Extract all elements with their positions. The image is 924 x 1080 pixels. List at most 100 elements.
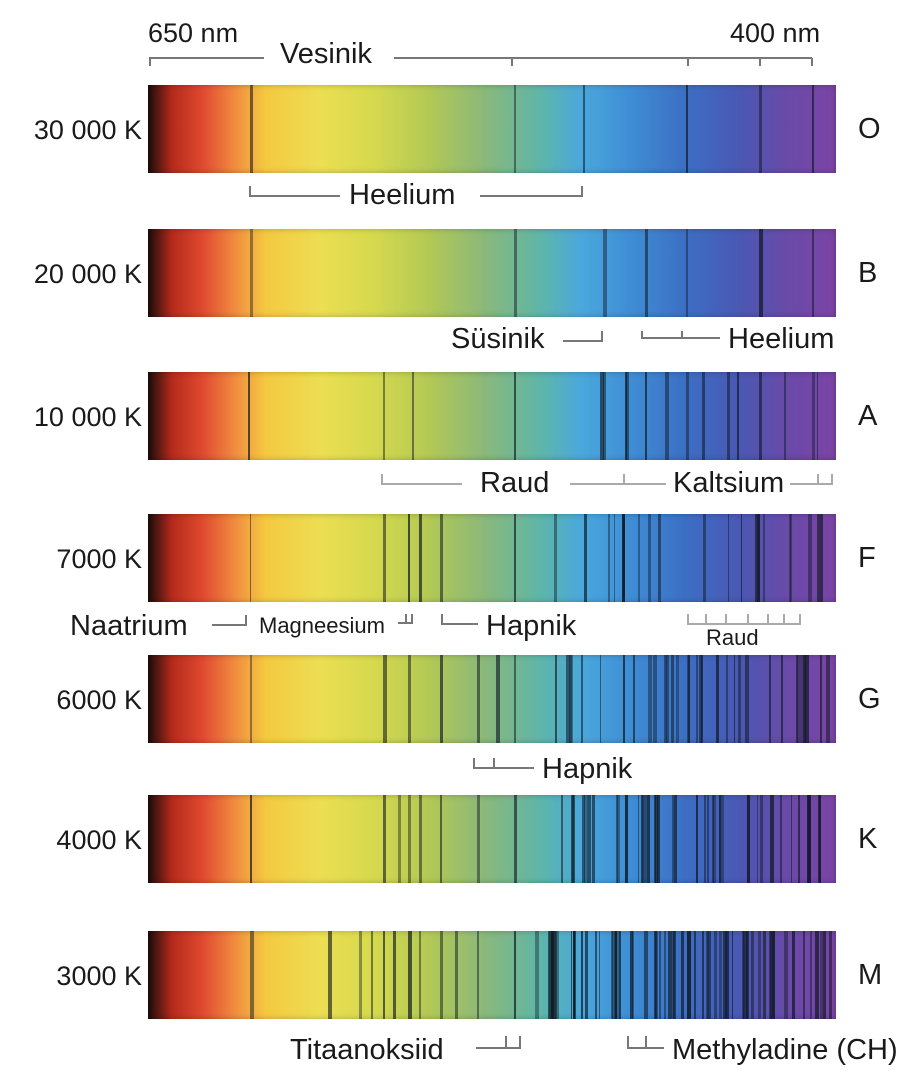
absorption-line: [816, 514, 821, 602]
absorption-line: [622, 514, 625, 602]
absorption-line: [514, 931, 517, 1019]
absorption-line: [722, 931, 726, 1019]
annotation-susinik: Süsinik: [447, 325, 549, 354]
absorption-line: [819, 655, 822, 743]
absorption-line: [809, 931, 812, 1019]
absorption-line: [573, 931, 576, 1019]
absorption-line: [641, 795, 645, 883]
absorption-line: [514, 229, 517, 317]
absorption-line: [581, 795, 585, 883]
absorption-line: [719, 931, 723, 1019]
absorption-line: [757, 931, 761, 1019]
absorption-line: [770, 931, 773, 1019]
absorption-line: [727, 514, 730, 602]
absorption-line: [647, 514, 651, 602]
absorption-line: [780, 795, 782, 883]
absorption-line: [626, 372, 629, 460]
annotation-raud-f: Raud: [703, 627, 762, 649]
absorption-line: [693, 931, 696, 1019]
absorption-line: [249, 85, 253, 173]
absorption-line: [584, 514, 588, 602]
absorption-line: [630, 931, 633, 1019]
absorption-line: [738, 655, 741, 743]
absorption-line: [514, 795, 517, 883]
absorption-line: [784, 931, 788, 1019]
annotation-hapnik-g: Hapnik: [538, 755, 637, 784]
absorption-line: [514, 655, 516, 743]
bracket-vesinik: [149, 57, 813, 66]
absorption-line: [582, 85, 586, 173]
absorption-line: [408, 795, 411, 883]
absorption-line: [411, 372, 415, 460]
absorption-line: [687, 655, 691, 743]
absorption-line: [826, 655, 830, 743]
absorption-line: [816, 372, 819, 460]
absorption-line: [686, 85, 688, 173]
absorption-line: [603, 229, 607, 317]
absorption-line: [655, 795, 658, 883]
annotation-heelium-b: Heelium: [724, 325, 839, 354]
spectrum-band: [148, 514, 836, 602]
absorption-line: [763, 931, 767, 1019]
bracket-susinik: [563, 331, 603, 342]
absorption-line: [600, 372, 604, 460]
absorption-line: [249, 795, 253, 883]
annotation-magneesium: Magneesium: [256, 615, 388, 637]
absorption-line: [719, 795, 721, 883]
annotation-methyladine: Methyladine (CH): [668, 1036, 902, 1065]
absorption-line: [611, 931, 614, 1019]
absorption-line: [654, 931, 657, 1019]
absorption-line: [476, 795, 480, 883]
absorption-line: [439, 655, 444, 743]
absorption-line: [644, 931, 649, 1019]
absorption-line: [750, 931, 755, 1019]
absorption-line: [807, 795, 811, 883]
absorption-line: [721, 795, 724, 883]
absorption-line: [476, 931, 480, 1019]
absorption-line: [328, 931, 332, 1019]
absorption-line: [644, 229, 648, 317]
absorption-line: [646, 795, 650, 883]
absorption-line: [658, 514, 661, 602]
absorption-line: [731, 931, 734, 1019]
bracket-raud-f: [687, 614, 801, 625]
bracket-hapnik-g: [473, 758, 534, 769]
absorption-line: [644, 795, 646, 883]
temperature-label: 3000 K: [56, 961, 142, 991]
absorption-line: [382, 655, 387, 743]
absorption-line: [249, 655, 253, 743]
absorption-line: [439, 795, 442, 883]
bracket-raud-a: [381, 474, 666, 485]
absorption-line: [789, 514, 791, 602]
absorption-line: [598, 931, 601, 1019]
absorption-line: [595, 931, 597, 1019]
absorption-line: [687, 931, 691, 1019]
absorption-line: [797, 795, 800, 883]
absorption-line: [570, 931, 573, 1019]
absorption-line: [653, 655, 657, 743]
absorption-line: [791, 931, 795, 1019]
absorption-line: [802, 931, 805, 1019]
absorption-line: [687, 655, 690, 743]
absorption-line: [632, 655, 635, 743]
absorption-line: [382, 514, 386, 602]
absorption-line: [439, 514, 443, 602]
annotation-heelium-o: Heelium: [345, 181, 460, 210]
absorption-line: [789, 514, 793, 602]
absorption-line: [624, 795, 628, 883]
absorption-line: [548, 931, 552, 1019]
absorption-line: [665, 372, 670, 460]
temperature-label: 20 000 K: [33, 259, 142, 289]
absorption-line: [707, 795, 709, 883]
absorption-line: [673, 931, 677, 1019]
absorption-line: [757, 514, 761, 602]
absorption-line: [673, 795, 677, 883]
absorption-line: [607, 514, 611, 602]
annotation-raud-a: Raud: [476, 469, 554, 498]
absorption-line: [632, 931, 635, 1019]
absorption-line: [454, 931, 459, 1019]
absorption-line: [758, 372, 763, 460]
absorption-line: [614, 931, 617, 1019]
temperature-label: 7000 K: [56, 544, 142, 574]
